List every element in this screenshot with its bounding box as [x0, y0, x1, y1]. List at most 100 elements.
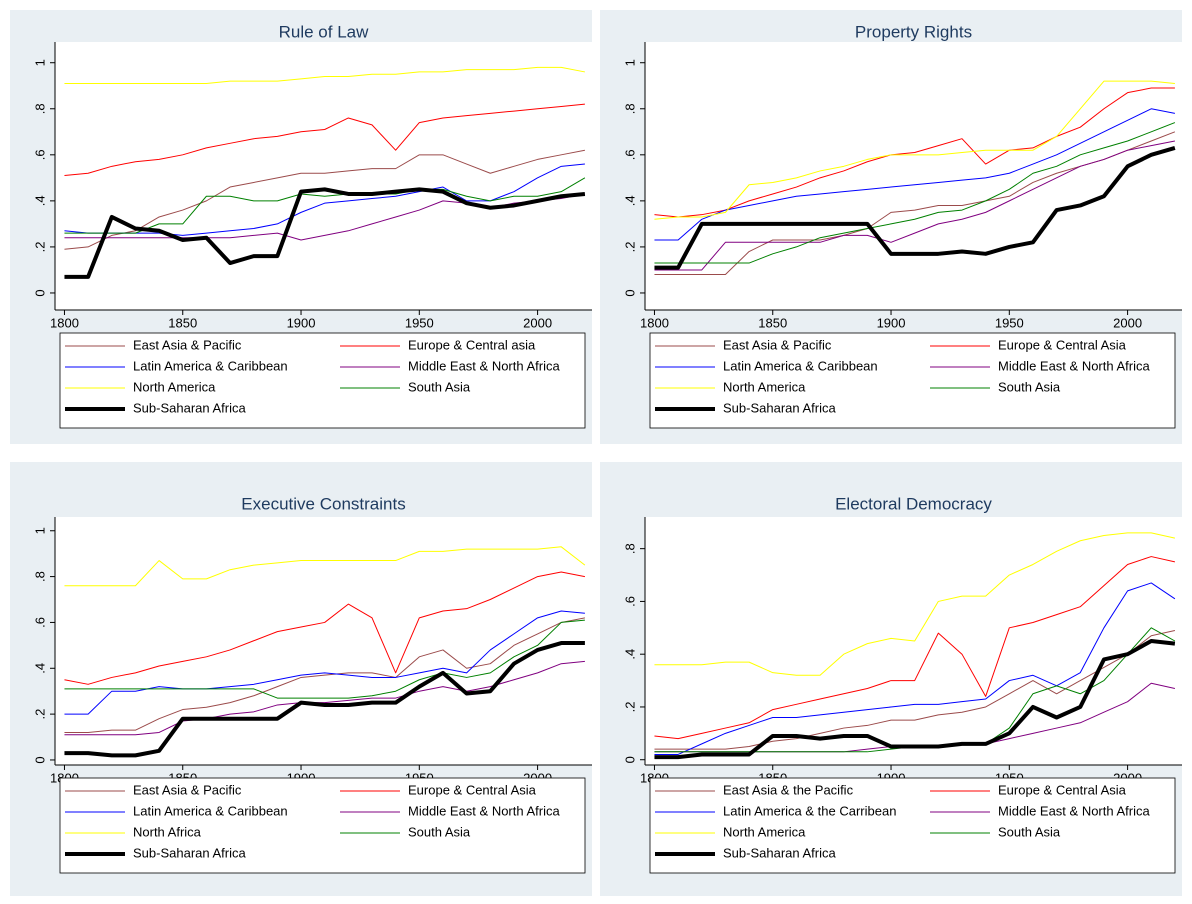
y-tick-label: .2	[32, 241, 47, 252]
legend-label: Sub-Saharan Africa	[723, 400, 837, 415]
legend-label: Latin America & the Carribean	[723, 803, 896, 818]
series-line	[64, 641, 585, 758]
plot-area	[645, 42, 1182, 310]
legend-label: North Africa	[133, 824, 202, 839]
x-tick-label: 1800	[50, 315, 79, 330]
y-tick-label: .6	[622, 149, 637, 160]
x-tick-label: 1950	[405, 315, 434, 330]
legend-label: Middle East & North Africa	[408, 803, 560, 818]
legend-label: South Asia	[408, 824, 471, 839]
panel: Property Rights 0 .2 .4 .6 .8 1 1800 1850 1900 195…	[600, 10, 1182, 444]
panel: Rule of Law 0 .2 .4 .6 .8 1 1800 1850 1900 1950 200…	[10, 10, 592, 444]
plot-area	[55, 42, 592, 310]
series-line	[654, 108, 1175, 241]
y-tick-label: 1	[32, 527, 47, 534]
legend-label: Europe & Central Asia	[408, 782, 537, 797]
chart-title: Electoral Democracy	[835, 494, 992, 513]
plot-area	[55, 517, 592, 765]
series-line	[64, 571, 585, 685]
series-line	[654, 639, 1176, 760]
x-tick-label: 1850	[758, 315, 787, 330]
x-tick-label: 1850	[168, 315, 197, 330]
legend: East Asia & the Pacific Europe & Central …	[649, 777, 1176, 874]
y-tick-label: .8	[32, 103, 47, 114]
legend-label: Europe & Central Asia	[998, 782, 1127, 797]
legend-box	[649, 777, 1176, 874]
panel: Electoral Democracy0.2.4.6.8180018501900…	[600, 462, 1182, 896]
legend-label: South Asia	[998, 379, 1061, 394]
series-line	[64, 163, 585, 236]
y-tick-label: .4	[32, 663, 47, 674]
series-line	[64, 617, 585, 733]
x-tick-label: 2000	[1113, 315, 1142, 330]
series-line	[654, 87, 1175, 218]
legend-label: East Asia & Pacific	[723, 337, 832, 352]
series-line	[654, 122, 1176, 264]
chart-title: Rule of Law	[279, 22, 369, 41]
y-tick-label: .6	[32, 149, 47, 160]
x-tick-label: 1900	[877, 315, 906, 330]
y-tick-label: .2	[622, 702, 637, 713]
legend-label: North America	[723, 379, 806, 394]
series-line	[64, 610, 585, 715]
y-tick-label: .4	[32, 195, 47, 206]
legend-label: Europe & Central Asia	[998, 337, 1127, 352]
y-tick-label: .6	[622, 596, 637, 607]
series-line	[654, 80, 1175, 220]
legend: East Asia & Pacific Europe & Central Asia…	[59, 777, 586, 874]
legend-label: Sub-Saharan Africa	[133, 845, 247, 860]
y-tick-label: 0	[32, 756, 47, 763]
x-tick-label: 2000	[523, 315, 552, 330]
series-line	[654, 145, 1176, 270]
legend-box	[59, 332, 586, 429]
y-tick-label: .8	[32, 571, 47, 582]
legend-label: Latin America & Caribbean	[133, 803, 288, 818]
legend-label: North America	[133, 379, 216, 394]
series-line	[654, 140, 1175, 271]
series-line	[64, 103, 585, 177]
legend-label: Middle East & North Africa	[408, 358, 560, 373]
y-tick-label: .4	[622, 649, 637, 660]
legend-label: East Asia & Pacific	[133, 337, 242, 352]
series-line	[64, 149, 585, 250]
y-tick-label: 1	[32, 59, 47, 66]
legend-box	[59, 777, 586, 874]
legend-label: Sub-Saharan Africa	[133, 400, 247, 415]
y-tick-label: .2	[32, 709, 47, 720]
series-line	[64, 619, 585, 699]
y-tick-label: .4	[622, 195, 637, 206]
series-line	[64, 546, 586, 587]
y-tick-label: .2	[622, 241, 637, 252]
chart-title: Property Rights	[855, 22, 972, 41]
y-tick-label: .8	[622, 103, 637, 114]
series-line	[654, 532, 1176, 676]
legend-label: North America	[723, 824, 806, 839]
x-tick-label: 1800	[640, 315, 669, 330]
legend-label: Sub-Saharan Africa	[723, 845, 837, 860]
legend-label: East Asia & Pacific	[133, 782, 242, 797]
x-tick-label: 1950	[995, 315, 1024, 330]
legend-label: South Asia	[408, 379, 471, 394]
y-tick-label: 1	[622, 59, 637, 66]
y-tick-label: 0	[622, 756, 637, 763]
chart-title: Executive Constraints	[241, 494, 405, 513]
legend-label: Middle East & North Africa	[998, 358, 1150, 373]
legend: East Asia & Pacific Europe & Central Asia…	[649, 332, 1176, 429]
legend-label: East Asia & the Pacific	[723, 782, 854, 797]
x-tick-label: 1900	[287, 315, 316, 330]
legend-label: Middle East & North Africa	[998, 803, 1150, 818]
y-tick-label: .6	[32, 617, 47, 628]
legend-label: South Asia	[998, 824, 1061, 839]
series-line	[64, 66, 585, 84]
legend-box	[649, 332, 1176, 429]
panel: Executive Constraints0.2.4.6.81180018501…	[10, 462, 592, 896]
series-line	[654, 556, 1176, 740]
series-line	[64, 177, 586, 234]
legend-label: Europe & Central asia	[408, 337, 536, 352]
legend: East Asia & Pacific Europe & Central asia…	[59, 332, 586, 429]
series-line	[654, 582, 1176, 755]
legend-label: Latin America & Caribbean	[723, 358, 878, 373]
legend-label: Latin America & Caribbean	[133, 358, 288, 373]
y-tick-label: 0	[32, 289, 47, 296]
